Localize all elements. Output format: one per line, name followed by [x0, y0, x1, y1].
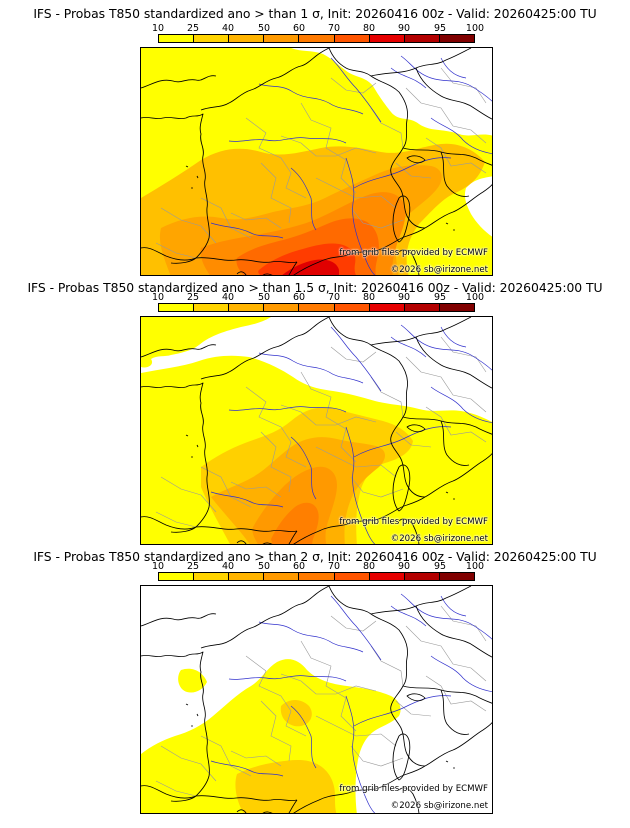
panel-2-scale-labels: 10 25 40 50 60 70 80 90 95 100	[0, 292, 630, 303]
scale-swatch	[299, 573, 335, 580]
scale-label-70: 70	[327, 292, 341, 303]
panel-1-source-credit: from grib files provided by ECMWF	[339, 248, 488, 258]
scale-label-80: 80	[362, 292, 376, 303]
panel-1-color-scale	[158, 34, 475, 43]
probability-area-10-25	[141, 768, 155, 813]
panel-3-scale-labels: 10 25 40 50 60 70 80 90 95 100	[0, 561, 630, 572]
probability-area-10-25	[141, 317, 271, 368]
panel-2-map: from grib files provided by ECMWF ©2026 …	[140, 316, 493, 545]
panel-3-source-credit: from grib files provided by ECMWF	[339, 784, 488, 794]
scale-label-10: 10	[151, 23, 165, 34]
scale-label-40: 40	[221, 292, 235, 303]
scale-swatch	[194, 573, 230, 580]
probability-area-below-10	[464, 176, 492, 237]
panel-2-title: IFS - Probas T850 standardized ano > tha…	[27, 280, 603, 295]
scale-swatch	[369, 573, 405, 580]
scale-swatch	[334, 304, 370, 311]
scale-label-100: 100	[465, 292, 485, 303]
panel-2-source-credit: from grib files provided by ECMWF	[339, 517, 488, 527]
scale-label-90: 90	[397, 561, 411, 572]
scale-label-80: 80	[362, 23, 376, 34]
probability-area-25-40	[280, 700, 312, 727]
scale-swatch	[439, 304, 474, 311]
scale-label-95: 95	[433, 561, 447, 572]
scale-label-50: 50	[257, 561, 271, 572]
scale-label-40: 40	[221, 23, 235, 34]
scale-label-25: 25	[186, 23, 200, 34]
scale-swatch	[439, 35, 474, 42]
scale-label-90: 90	[397, 23, 411, 34]
probability-area-10-25	[178, 668, 207, 693]
panel-2-copyright: ©2026 sb@irizone.net	[390, 534, 488, 544]
scale-swatch	[404, 304, 440, 311]
scale-swatch	[264, 573, 300, 580]
scale-swatch	[159, 573, 195, 580]
scale-label-70: 70	[327, 23, 341, 34]
panel-3-map: from grib files provided by ECMWF ©2026 …	[140, 585, 493, 814]
scale-label-100: 100	[465, 23, 485, 34]
panel-1-title: IFS - Probas T850 standardized ano > tha…	[33, 6, 597, 21]
scale-swatch	[229, 35, 265, 42]
probability-area-60-70	[271, 502, 319, 544]
scale-label-95: 95	[433, 292, 447, 303]
probability-area-below-10	[291, 48, 492, 136]
scale-swatch	[229, 573, 265, 580]
scale-swatch	[229, 304, 265, 311]
scale-label-95: 95	[433, 23, 447, 34]
scale-label-25: 25	[186, 561, 200, 572]
scale-label-80: 80	[362, 561, 376, 572]
scale-label-25: 25	[186, 292, 200, 303]
panel-3-title: IFS - Probas T850 standardized ano > tha…	[33, 549, 597, 564]
panel-3-map-canvas	[141, 586, 492, 813]
scale-label-40: 40	[221, 561, 235, 572]
scale-swatch	[439, 573, 474, 580]
scale-swatch	[404, 573, 440, 580]
scale-swatch	[159, 35, 195, 42]
panel-1-copyright: ©2026 sb@irizone.net	[390, 265, 488, 275]
scale-swatch	[334, 35, 370, 42]
scale-label-60: 60	[292, 561, 306, 572]
probability-area-80-90	[282, 259, 339, 275]
scale-label-90: 90	[397, 292, 411, 303]
panel-3-color-scale	[158, 572, 475, 581]
scale-swatch	[194, 304, 230, 311]
panel-2-color-scale	[158, 303, 475, 312]
scale-swatch	[264, 35, 300, 42]
panel-2-map-canvas	[141, 317, 492, 544]
scale-swatch	[194, 35, 230, 42]
scale-swatch	[299, 35, 335, 42]
scale-label-50: 50	[257, 292, 271, 303]
scale-label-70: 70	[327, 561, 341, 572]
scale-label-60: 60	[292, 292, 306, 303]
panel-1-map-canvas	[141, 48, 492, 275]
panel-3-copyright: ©2026 sb@irizone.net	[390, 801, 488, 811]
scale-swatch	[299, 304, 335, 311]
scale-label-100: 100	[465, 561, 485, 572]
scale-swatch	[369, 304, 405, 311]
scale-swatch	[334, 573, 370, 580]
scale-label-10: 10	[151, 292, 165, 303]
panel-1-scale-labels: 10 25 40 50 60 70 80 90 95 100	[0, 23, 630, 34]
scale-swatch	[404, 35, 440, 42]
scale-label-50: 50	[257, 23, 271, 34]
scale-label-60: 60	[292, 23, 306, 34]
scale-swatch	[159, 304, 195, 311]
scale-swatch	[264, 304, 300, 311]
panel-1-map: from grib files provided by ECMWF ©2026 …	[140, 47, 493, 276]
scale-swatch	[369, 35, 405, 42]
scale-label-10: 10	[151, 561, 165, 572]
